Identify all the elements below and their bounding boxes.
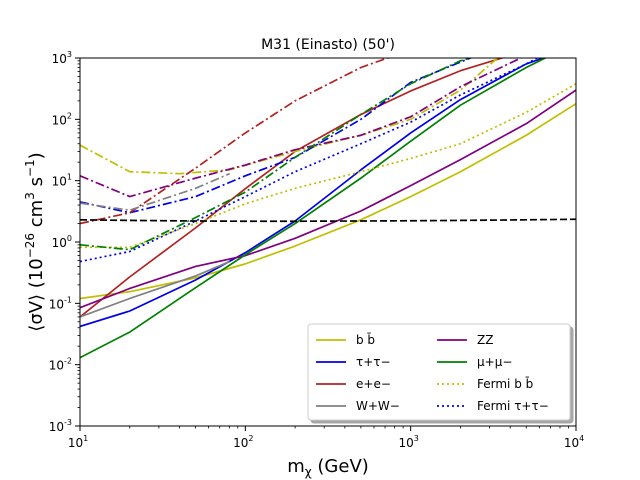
series-layer [80,58,576,359]
legend: b b̄ τ+τ− e+e− W+W− ZZ μ+μ− Fermi b b̄ Fermi τ+… [307,323,571,421]
ticks-layer: 101 102 103 104 10-3 10-2 10-1 100 101 102 103 [49,50,584,450]
x-tick-label: 102 [233,434,253,450]
y-tick-label: 101 [52,173,72,189]
series-dashdot-13-line [80,58,474,251]
legend-label-series: τ+τ− [356,355,391,369]
y-tick-label: 10-1 [49,295,72,311]
series-series-line [80,58,546,328]
series-dashdot-10-line [80,58,391,225]
legend-label-fermi-b-b: Fermi b b̄ [477,377,533,391]
legend-box [307,323,571,421]
legend-label-b-b: b b̄ [356,333,375,347]
legend-label-series: μ+μ− [477,355,512,369]
series-dashdot-9-line [80,58,473,214]
legend-label-w-w: W+W− [356,399,400,413]
y-tick-label: 103 [52,50,72,66]
series-b-b-line [80,102,576,300]
y-tick-label: 10-3 [49,418,72,434]
series-dashdot-11-line [80,172,231,212]
series-zz-line [80,89,576,309]
y-tick-label: 102 [52,111,72,127]
legend-label-e-e: e+e− [356,377,391,391]
series-dashdot-12-line [80,58,523,198]
legend-label-fermi: Fermi τ+τ− [477,399,549,413]
series-fermi-line [80,58,539,263]
x-axis-title: mχ (GeV) [287,456,369,479]
y-tick-label: 100 [52,234,72,250]
chart-title: M31 (Einasto) (50') [261,37,395,53]
x-tick-label: 101 [68,434,88,450]
series-series-line [80,58,548,359]
x-tick-label: 104 [564,434,584,450]
series-dashdot-8-line [80,58,499,175]
legend-label-zz: ZZ [477,333,493,347]
legend-entries: b b̄ τ+τ− e+e− W+W− ZZ μ+μ− Fermi b b̄ Fermi τ+… [316,333,549,413]
series-dashed-14-line [80,218,576,223]
y-axis-title: ⟨σV⟩ (10−26 cm3 s−1) [23,152,47,331]
x-tick-label: 103 [398,434,418,450]
series-w-w-line [80,260,230,318]
y-tick-label: 10-2 [49,357,72,373]
